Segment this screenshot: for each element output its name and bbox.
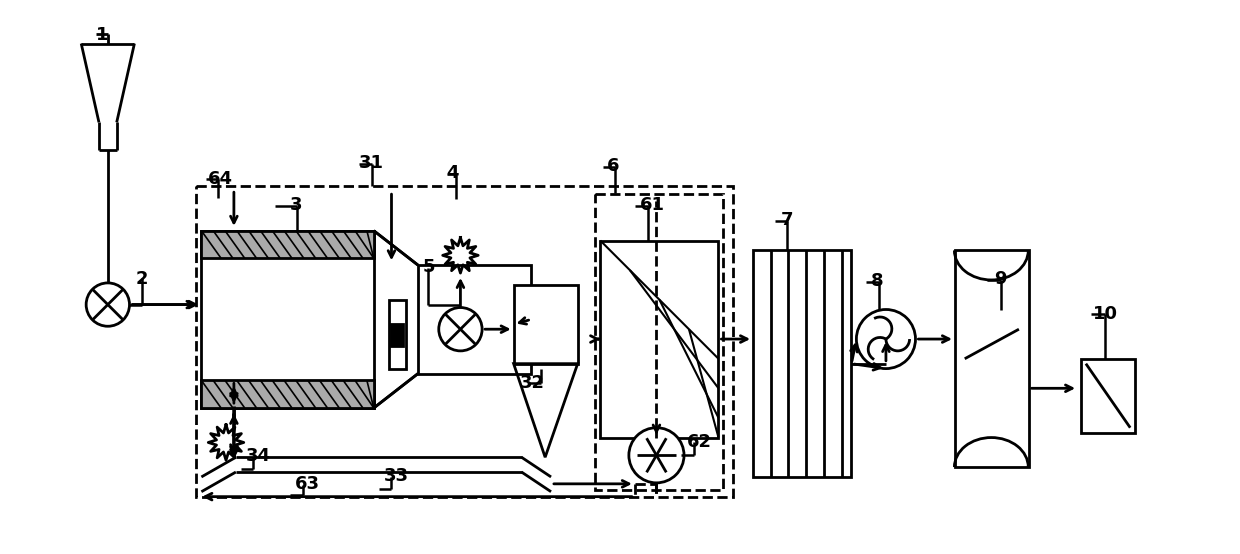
Bar [418, 265, 532, 373]
Text: 63: 63 [295, 475, 320, 493]
Bar [753, 250, 852, 477]
Text: 61: 61 [640, 196, 665, 214]
Text: 9: 9 [994, 270, 1007, 288]
Circle shape [439, 307, 482, 351]
Text: 33: 33 [383, 467, 409, 485]
Circle shape [86, 283, 129, 326]
Bar [392, 324, 403, 346]
Text: 3: 3 [290, 196, 303, 214]
Text: 10: 10 [1092, 305, 1117, 322]
Bar [201, 230, 373, 408]
Text: 7: 7 [780, 211, 794, 229]
Bar [595, 194, 723, 490]
Circle shape [629, 428, 684, 483]
Text: 6: 6 [608, 157, 620, 175]
Text: 5: 5 [423, 258, 435, 276]
Text: 31: 31 [360, 154, 384, 172]
Text: 64: 64 [208, 170, 233, 188]
Bar [1081, 359, 1135, 433]
Text: 1: 1 [95, 26, 109, 44]
Bar [388, 300, 407, 368]
Bar [201, 230, 373, 258]
Text: 62: 62 [687, 433, 712, 450]
Bar [196, 186, 733, 496]
Text: 8: 8 [872, 272, 884, 290]
Text: 32: 32 [520, 373, 544, 392]
Circle shape [857, 310, 915, 368]
Bar [600, 240, 718, 438]
Bar [955, 250, 1029, 467]
Text: 4: 4 [446, 164, 459, 182]
Bar [513, 285, 578, 363]
Bar [201, 381, 373, 408]
Text: 2: 2 [135, 270, 148, 288]
Text: 34: 34 [246, 448, 270, 465]
